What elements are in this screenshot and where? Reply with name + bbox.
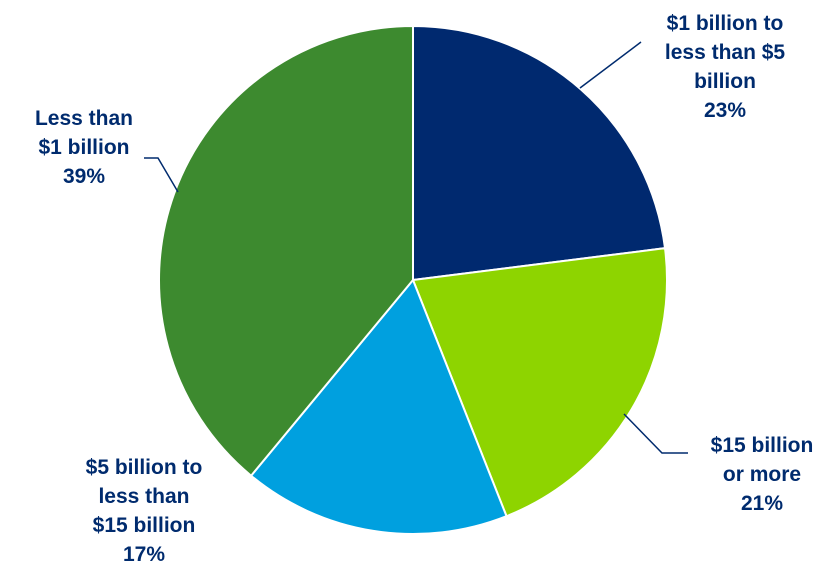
slice-label-line-0-2: billion (694, 70, 756, 93)
slice-label-line-2-1: less than (98, 485, 189, 508)
leader-line-3 (144, 157, 179, 193)
slice-label-line-3-1: $1 billion (38, 136, 129, 159)
slice-label-3: Less than $1 billion 39% (35, 107, 133, 188)
pie-slices (158, 25, 668, 535)
slice-label-line-0-0: $1 billion to (667, 12, 784, 35)
slice-label-line-0-1: less than $5 (665, 41, 786, 64)
slice-label-0: $1 billion to less than $5 billion 23% (665, 12, 786, 122)
slice-label-line-3-0: Less than (35, 107, 133, 130)
leader-line-0 (579, 41, 642, 89)
slice-percent-1: 21% (741, 492, 783, 515)
slice-percent-2: 17% (123, 543, 165, 566)
slice-label-line-2-0: $5 billion to (86, 456, 203, 479)
slice-label-2: $5 billion to less than $15 billion 17% (86, 456, 203, 566)
pie-slice-2 (250, 279, 508, 535)
slice-label-line-1-0: $15 billion (711, 434, 814, 457)
slice-percent-3: 39% (63, 165, 105, 188)
slice-label-line-1-1: or more (723, 463, 801, 486)
slice-label-1: $15 billion or more 21% (711, 434, 814, 515)
pie-slice-3 (158, 25, 414, 477)
pie-slice-1 (412, 247, 668, 518)
slice-label-line-2-2: $15 billion (93, 514, 196, 537)
slice-percent-0: 23% (704, 99, 746, 122)
slice-labels: $1 billion to less than $5 billion 23% $15 b… (35, 12, 813, 566)
pie-slice-0 (412, 25, 666, 281)
leader-lines (144, 41, 688, 454)
leader-line-1 (623, 413, 688, 454)
